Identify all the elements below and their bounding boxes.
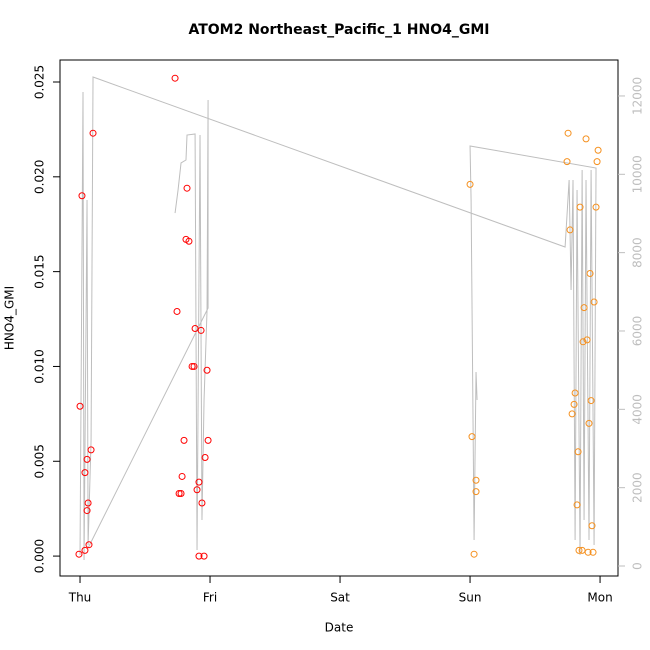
point <box>203 366 211 374</box>
point <box>204 436 212 444</box>
point <box>76 402 84 410</box>
point <box>468 433 476 441</box>
point <box>564 129 572 137</box>
point <box>579 338 587 346</box>
x-tick-label: Thu <box>68 591 92 605</box>
point <box>200 552 208 560</box>
point <box>177 490 185 498</box>
point <box>571 389 579 397</box>
y-tick-label: 0.010 <box>33 349 47 383</box>
point <box>586 270 594 278</box>
point <box>588 522 596 530</box>
point <box>472 488 480 496</box>
x-tick-label: Sun <box>459 591 482 605</box>
y2-tick-label: 8000 <box>631 237 645 268</box>
point <box>566 226 574 234</box>
y-tick-label: 0.015 <box>33 254 47 288</box>
point <box>472 476 480 484</box>
point <box>587 397 595 405</box>
point <box>573 501 581 509</box>
x-tick-label: Mon <box>587 591 612 605</box>
point <box>84 499 92 507</box>
point <box>81 546 89 554</box>
point <box>198 499 206 507</box>
y2-tick-label: 12000 <box>631 77 645 115</box>
y-tick-label: 0.020 <box>33 160 47 194</box>
point <box>83 455 91 463</box>
point <box>195 552 203 560</box>
point <box>173 307 181 315</box>
point <box>78 192 86 200</box>
point <box>592 203 600 211</box>
point <box>180 436 188 444</box>
point <box>584 548 592 556</box>
y2-tick-label: 6000 <box>631 316 645 347</box>
point <box>583 336 591 344</box>
point <box>85 541 93 549</box>
point <box>75 550 83 558</box>
point <box>89 129 97 137</box>
y-tick-label: 0.025 <box>33 65 47 99</box>
point <box>574 448 582 456</box>
point <box>83 507 91 515</box>
y2-tick-label: 10000 <box>631 155 645 193</box>
point <box>87 446 95 454</box>
point <box>466 180 474 188</box>
y2-tick-label: 2000 <box>631 472 645 503</box>
chart-title: ATOM2 Northeast_Pacific_1 HNO4_GMI <box>188 22 489 38</box>
point <box>171 74 179 82</box>
line-series <box>79 76 597 561</box>
y2-tick-label: 4000 <box>631 394 645 425</box>
y-axis-label: HNO4_GMI <box>3 286 17 350</box>
point <box>190 362 198 370</box>
y-tick-label: 0.005 <box>33 444 47 478</box>
point <box>585 419 593 427</box>
x-axis-label: Date <box>325 621 354 635</box>
point <box>578 546 586 554</box>
point <box>185 237 193 245</box>
point <box>594 146 602 154</box>
point <box>589 548 597 556</box>
point <box>183 184 191 192</box>
point <box>582 135 590 143</box>
x-tick-label: Fri <box>203 591 217 605</box>
y-tick-label: 0.000 <box>33 539 47 573</box>
point <box>178 472 186 480</box>
point <box>193 486 201 494</box>
point <box>576 203 584 211</box>
point <box>197 326 205 334</box>
point <box>191 325 199 333</box>
plot-frame <box>59 59 619 577</box>
point <box>570 400 578 408</box>
point <box>195 478 203 486</box>
point <box>590 298 598 306</box>
point <box>175 490 183 498</box>
point <box>470 550 478 558</box>
point <box>563 158 571 166</box>
point <box>81 469 89 477</box>
x-tick-label: Sat <box>330 591 350 605</box>
y2-tick-label: 0 <box>631 562 645 570</box>
point <box>201 453 209 461</box>
point <box>188 362 196 370</box>
point <box>575 546 583 554</box>
point <box>580 304 588 312</box>
point <box>593 158 601 166</box>
point <box>568 410 576 418</box>
